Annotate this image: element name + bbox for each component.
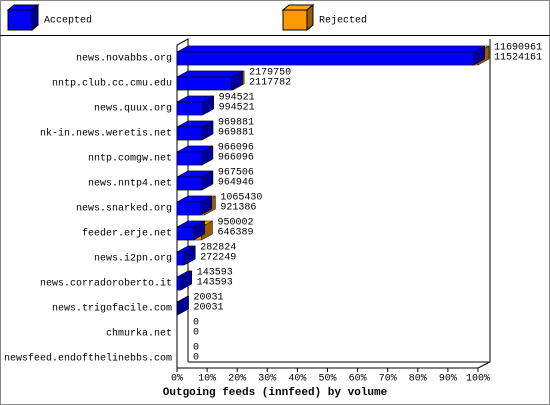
value-label: 0 [193, 353, 199, 364]
legend-swatch [282, 9, 308, 31]
value-label: 967506 [218, 168, 254, 179]
x-tick-label: 40% [288, 374, 306, 385]
value-label: 0 [193, 343, 199, 354]
bar-front [176, 276, 181, 291]
bar-side [200, 195, 212, 216]
bar-side [180, 270, 192, 291]
value-label: 969881 [218, 128, 254, 139]
bar-side [201, 170, 214, 191]
value-label: 282824 [200, 243, 236, 254]
bar [176, 45, 485, 66]
bar-front [176, 251, 185, 266]
bar [176, 195, 212, 216]
bar-side [193, 220, 205, 241]
value-label: 921386 [220, 203, 256, 214]
bar-top [176, 45, 485, 53]
value-label: 11524161 [494, 53, 542, 64]
x-tick-label: 100% [466, 374, 490, 385]
legend-swatch-side [31, 3, 39, 32]
bar-side [177, 295, 189, 316]
bar-side [201, 120, 214, 141]
bar-front [176, 101, 203, 116]
bar [176, 170, 214, 191]
bar [176, 70, 243, 91]
value-label: 966096 [218, 153, 254, 164]
legend-swatch-side [306, 3, 314, 32]
value-label: 646389 [217, 228, 253, 239]
value-label: 994521 [219, 103, 255, 114]
y-tick-label: news.i2pn.org [94, 253, 172, 265]
value-label: 11690961 [494, 43, 542, 54]
x-tick-label: 70% [379, 374, 397, 385]
bar-front [176, 151, 203, 166]
chart-title: Outgoing feeds (innfeed) by volume [163, 387, 388, 399]
bar [176, 120, 214, 141]
value-label: 143593 [197, 268, 233, 279]
value-label: 0 [193, 328, 199, 339]
bar [176, 145, 214, 166]
bar [176, 245, 196, 266]
value-label: 272249 [200, 253, 236, 264]
value-label: 143593 [197, 278, 233, 289]
y-tick-label: news.nntp4.net [88, 179, 172, 190]
bar-side [473, 45, 485, 66]
y-tick-label: feeder.erje.net [82, 228, 172, 240]
y-tick-label: news.novabbs.org [76, 53, 172, 65]
bar-front [176, 126, 203, 141]
x-tick-label: 10% [198, 374, 216, 385]
bar-side [183, 245, 196, 266]
bar-front [176, 201, 201, 216]
y-tick-label: news.quux.org [94, 104, 172, 115]
y-tick-label: newsfeed.endofthelinebbs.com [4, 353, 172, 365]
bar [176, 220, 205, 241]
bar [176, 270, 192, 291]
bar [176, 295, 189, 316]
value-label: 966096 [218, 143, 254, 154]
x-tick-label: 50% [318, 374, 336, 385]
legend-label: Rejected [319, 15, 367, 27]
bar [176, 95, 214, 116]
value-label: 0 [193, 318, 199, 329]
bar-side [202, 95, 214, 116]
y-tick-label: news.trigofacile.com [52, 303, 172, 315]
value-label: 994521 [219, 93, 255, 104]
value-label: 20031 [194, 303, 224, 314]
value-label: 950002 [217, 218, 253, 229]
bar-front [176, 76, 232, 91]
bar-front [176, 176, 203, 191]
bar-front [176, 51, 474, 66]
x-tick-label: 20% [228, 374, 246, 385]
value-label: 2179750 [249, 68, 291, 79]
bar-front [176, 226, 194, 241]
value-label: 2117782 [249, 78, 291, 89]
legend-label: Accepted [44, 15, 92, 27]
x-tick-label: 60% [349, 374, 367, 385]
bar-side [231, 70, 243, 91]
bar-side [201, 145, 214, 166]
y-tick-label: news.corradoroberto.it [40, 278, 172, 290]
legend-swatch [7, 9, 33, 31]
value-label: 964946 [218, 178, 254, 189]
x-tick-label: 30% [258, 374, 276, 385]
y-tick-label: nk-in.news.weretis.net [40, 128, 172, 140]
y-tick-label: nntp.comgw.net [88, 154, 172, 165]
value-label: 969881 [218, 118, 254, 129]
x-tick-label: 90% [439, 374, 457, 385]
value-label: 20031 [194, 293, 224, 304]
y-tick-label: news.snarked.org [76, 203, 172, 215]
y-tick-label: nntp.club.cc.cmu.edu [52, 78, 172, 90]
y-tick-label: chmurka.net [106, 328, 172, 340]
x-tick-label: 80% [409, 374, 427, 385]
value-label: 1065430 [220, 193, 262, 204]
x-tick-label: 0% [171, 374, 183, 385]
